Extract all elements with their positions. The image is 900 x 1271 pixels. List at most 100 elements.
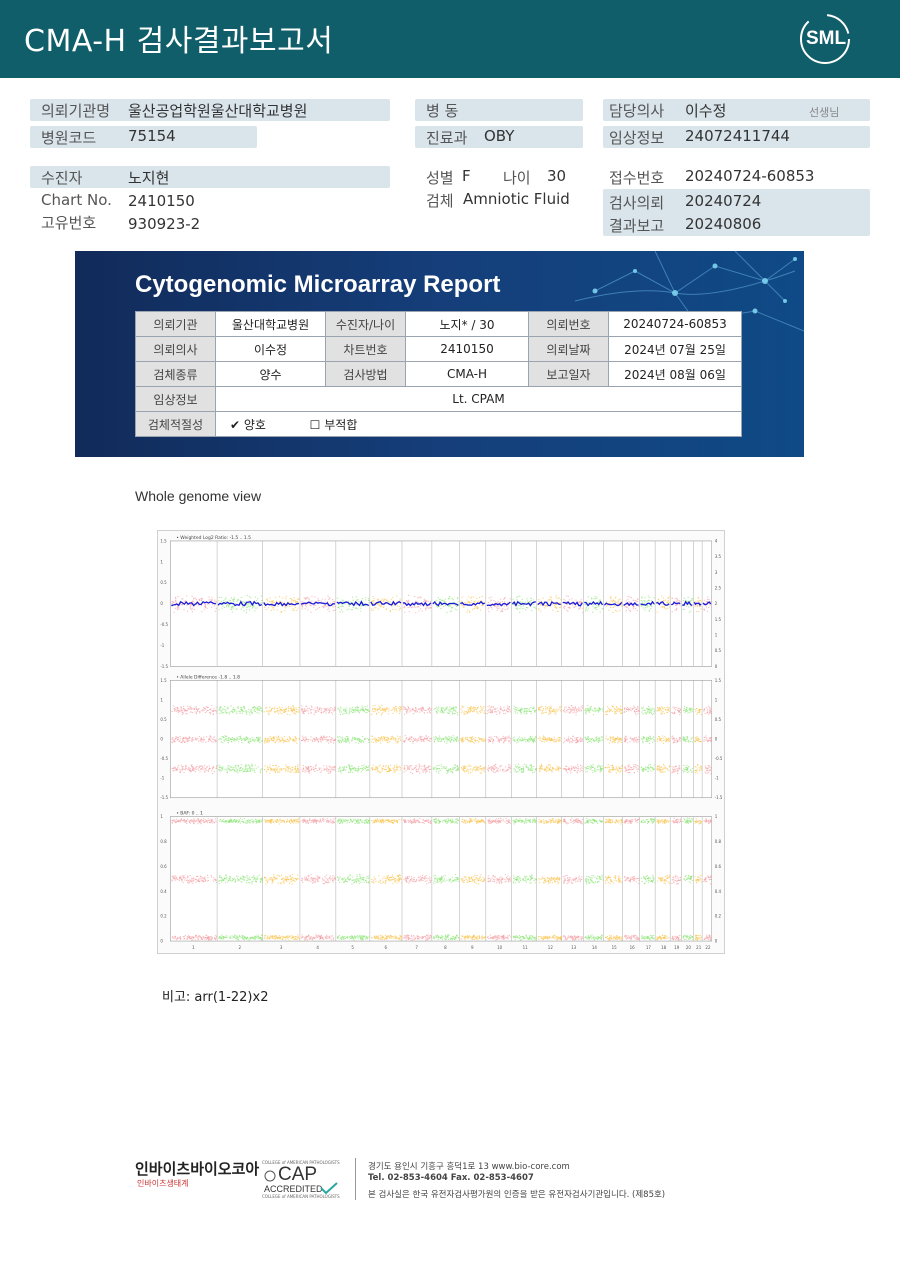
data-point: [233, 596, 235, 598]
data-point: [190, 711, 192, 713]
data-point: [445, 736, 447, 738]
data-point: [254, 707, 257, 709]
data-point: [528, 708, 530, 710]
data-point: [533, 709, 535, 711]
data-point: [601, 740, 603, 742]
data-point: [540, 604, 542, 606]
data-point: [224, 598, 226, 600]
data-point: [327, 739, 329, 741]
data-point: [421, 739, 423, 741]
data-point: [503, 598, 506, 600]
data-point: [372, 595, 374, 597]
data-point: [240, 770, 242, 772]
data-point: [357, 708, 359, 710]
data-point: [614, 711, 616, 713]
data-point: [186, 595, 188, 597]
data-point: [297, 602, 299, 604]
data-point: [189, 604, 191, 606]
data-point: [380, 737, 382, 739]
data-point: [209, 712, 212, 714]
data-point: [637, 766, 640, 768]
data-point: [253, 708, 256, 710]
data-point: [345, 707, 347, 709]
data-point: [361, 769, 363, 771]
data-point: [513, 705, 515, 707]
data-point: [243, 739, 245, 741]
y-tick-right: 0: [715, 664, 718, 669]
data-point: [594, 596, 596, 598]
data-point: [503, 706, 505, 708]
data-point: [598, 706, 600, 708]
data-point: [584, 736, 586, 738]
data-point: [530, 712, 532, 714]
data-point: [467, 596, 470, 598]
data-point: [247, 737, 249, 739]
data-point: [597, 737, 599, 739]
data-point: [310, 736, 312, 738]
data-point: [619, 771, 621, 773]
data-point: [587, 609, 589, 611]
data-point: [179, 738, 181, 740]
data-point: [308, 598, 310, 600]
data-point: [358, 601, 360, 603]
data-point: [260, 740, 262, 742]
data-point: [518, 766, 520, 768]
data-point: [250, 597, 252, 599]
data-point: [441, 768, 443, 770]
data-point: [353, 602, 355, 604]
data-point: [224, 709, 226, 711]
data-point: [373, 708, 376, 710]
page-header: CMA-H 검사결과보고서 SML: [0, 0, 900, 78]
data-point: [308, 602, 310, 604]
data-point: [407, 599, 410, 601]
data-point: [594, 708, 596, 710]
data-point: [230, 608, 232, 610]
data-point: [506, 708, 508, 710]
data-point: [524, 737, 526, 739]
data-point: [429, 769, 431, 771]
data-point: [287, 605, 289, 607]
data-point: [657, 600, 659, 602]
report-row: 의뢰기관 울산대학교병원 수진자/나이 노지* / 30 의뢰번호 202407…: [135, 311, 742, 337]
data-point: [423, 765, 426, 767]
data-point: [559, 602, 561, 604]
data-point: [544, 767, 546, 769]
data-point: [303, 770, 305, 772]
data-point: [627, 769, 629, 771]
data-point: [636, 740, 638, 742]
data-point: [184, 741, 186, 743]
data-point: [367, 769, 369, 771]
data-point: [446, 737, 448, 739]
data-point: [250, 767, 252, 769]
data-point: [359, 739, 361, 741]
data-point: [439, 711, 441, 713]
data-point: [391, 738, 393, 740]
data-point: [233, 769, 235, 771]
data-point: [304, 739, 306, 741]
data-point: [503, 737, 505, 739]
data-point: [291, 599, 293, 601]
data-point: [333, 602, 336, 604]
data-point: [297, 598, 300, 600]
data-point: [490, 736, 492, 738]
data-point: [294, 766, 296, 768]
data-point: [651, 707, 653, 709]
data-point: [617, 710, 619, 712]
data-point: [564, 605, 566, 607]
data-point: [551, 710, 553, 712]
data-point: [329, 771, 331, 773]
data-point: [623, 710, 626, 712]
data-point: [469, 708, 471, 710]
data-point: [311, 595, 313, 597]
data-point: [518, 766, 520, 768]
data-point: [469, 602, 471, 604]
data-point: [520, 709, 522, 711]
data-point: [177, 766, 179, 768]
data-point: [177, 736, 180, 738]
data-point: [293, 600, 295, 602]
data-point: [377, 770, 379, 772]
data-point: [627, 710, 629, 712]
data-point: [586, 708, 589, 710]
data-point: [396, 710, 398, 712]
data-point: [324, 606, 326, 608]
